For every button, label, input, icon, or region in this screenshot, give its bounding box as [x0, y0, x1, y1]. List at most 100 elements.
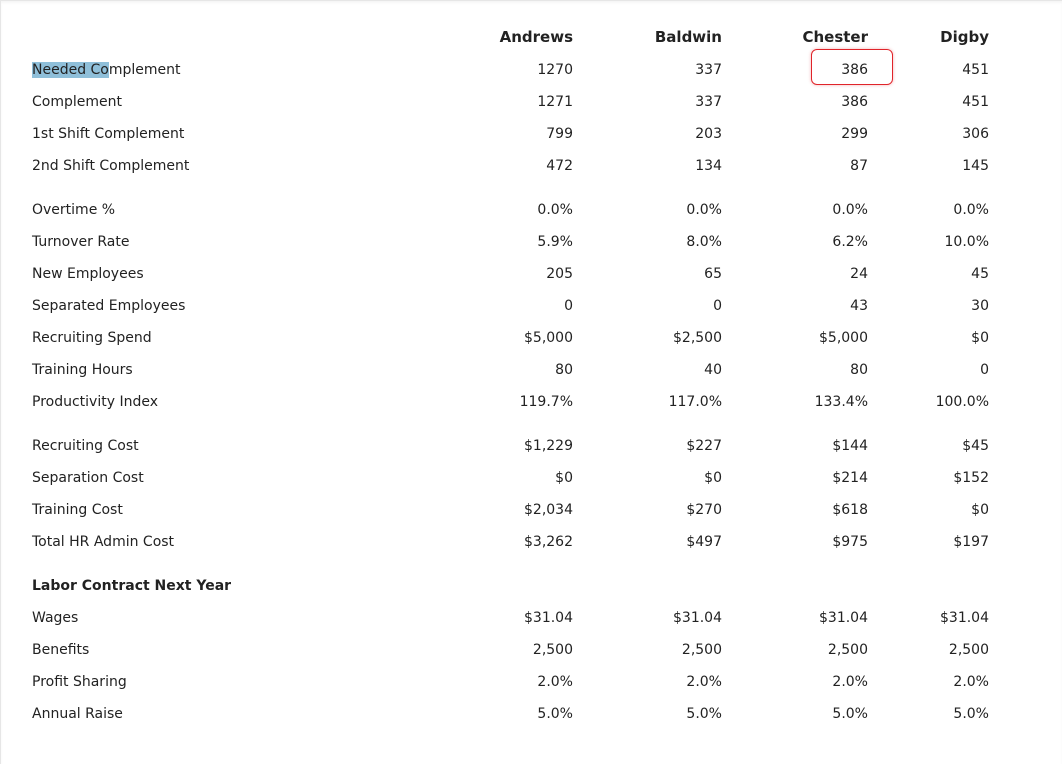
cell-chester: $144 — [832, 438, 868, 454]
cell-digby: $0 — [971, 330, 989, 346]
table-row-separation-cost: Separation Cost $0 $0 $214 $152 — [1, 462, 1062, 494]
table-row-complement: Complement 1271 337 386 451 — [1, 86, 1062, 118]
cell-baldwin: $497 — [686, 534, 722, 550]
column-header-row: Andrews Baldwin Chester Digby — [1, 21, 1062, 53]
cell-chester: $5,000 — [819, 330, 868, 346]
row-label: Recruiting Spend — [32, 330, 152, 346]
row-label: Total HR Admin Cost — [32, 534, 175, 550]
cell-baldwin: 134 — [695, 158, 722, 174]
table-row-benefits: Benefits 2,500 2,500 2,500 2,500 — [1, 634, 1062, 666]
section-title: Labor Contract Next Year — [32, 578, 232, 594]
selected-text: Needed Co — [32, 62, 109, 78]
row-label: Overtime % — [32, 202, 116, 218]
cell-baldwin: $31.04 — [673, 610, 722, 626]
cell-chester: 5.0% — [832, 706, 868, 722]
cell-baldwin: $2,500 — [673, 330, 722, 346]
row-label: 1st Shift Complement — [32, 126, 185, 142]
cell-chester: 299 — [841, 126, 868, 142]
row-label-rest: mplement — [108, 62, 181, 78]
cell-baldwin: 203 — [695, 126, 722, 142]
table-row-total-hr-admin-cost: Total HR Admin Cost $3,262 $497 $975 $19… — [1, 526, 1062, 558]
cell-chester: 6.2% — [832, 234, 868, 250]
cell-digby: $152 — [953, 470, 989, 486]
cell-chester: 24 — [850, 266, 868, 282]
cell-digby: 306 — [962, 126, 989, 142]
cell-andrews: 0 — [564, 298, 573, 314]
cell-baldwin: 0.0% — [686, 202, 722, 218]
cell-digby: 2,500 — [948, 642, 989, 658]
cell-digby: $197 — [953, 534, 989, 550]
highlight-box — [811, 49, 893, 85]
cell-baldwin: $227 — [686, 438, 722, 454]
row-label: Turnover Rate — [32, 234, 130, 250]
cell-chester: 87 — [850, 158, 868, 174]
column-header-baldwin: Baldwin — [654, 28, 722, 46]
column-header-andrews: Andrews — [499, 28, 573, 46]
cell-chester: 43 — [850, 298, 868, 314]
table-row-profit-sharing: Profit Sharing 2.0% 2.0% 2.0% 2.0% — [1, 666, 1062, 698]
cell-digby: 451 — [962, 94, 989, 110]
cell-chester: 133.4% — [814, 394, 868, 410]
row-label: Separated Employees — [32, 298, 186, 314]
cell-andrews: 1271 — [537, 94, 573, 110]
cell-andrews: 80 — [555, 362, 573, 378]
cell-digby: 0 — [980, 362, 989, 378]
cell-chester: $975 — [832, 534, 868, 550]
cell-andrews: $1,229 — [524, 438, 573, 454]
section-header-labor-contract: Labor Contract Next Year — [1, 570, 1062, 602]
cell-digby: 30 — [971, 298, 989, 314]
cell-andrews: 472 — [546, 158, 573, 174]
row-label: Training Cost — [32, 502, 123, 518]
table-row-separated-employees: Separated Employees 0 0 43 30 — [1, 290, 1062, 322]
cell-chester: 2,500 — [827, 642, 868, 658]
table-row-2nd-shift-complement: 2nd Shift Complement 472 134 87 145 — [1, 150, 1062, 182]
row-label-needed-complement: Needed Complement — [32, 54, 181, 86]
row-label: 2nd Shift Complement — [32, 158, 190, 174]
cell-digby: $45 — [962, 438, 989, 454]
cell-andrews: $2,034 — [524, 502, 573, 518]
cell-andrews: $0 — [555, 470, 573, 486]
column-header-chester: Chester — [802, 28, 868, 46]
cell-andrews: 1270 — [537, 62, 573, 78]
cell-andrews: 2,500 — [532, 642, 573, 658]
row-label: Profit Sharing — [32, 674, 127, 690]
cell-digby: 0.0% — [953, 202, 989, 218]
cell-digby: 100.0% — [935, 394, 989, 410]
cell-andrews: 119.7% — [519, 394, 573, 410]
cell-baldwin: $0 — [704, 470, 722, 486]
cell-andrews: 5.0% — [537, 706, 573, 722]
table-row-recruiting-cost: Recruiting Cost $1,229 $227 $144 $45 — [1, 430, 1062, 462]
table-row-training-cost: Training Cost $2,034 $270 $618 $0 — [1, 494, 1062, 526]
cell-chester: 0.0% — [832, 202, 868, 218]
cell-baldwin: 337 — [695, 62, 722, 78]
row-label: Annual Raise — [32, 706, 123, 722]
cell-andrews: $3,262 — [524, 534, 573, 550]
table-row-productivity-index: Productivity Index 119.7% 117.0% 133.4% … — [1, 386, 1062, 418]
cell-digby: $31.04 — [940, 610, 989, 626]
cell-andrews: $31.04 — [524, 610, 573, 626]
row-label: Complement — [32, 94, 122, 110]
table-row-wages: Wages $31.04 $31.04 $31.04 $31.04 — [1, 602, 1062, 634]
cell-baldwin: 8.0% — [686, 234, 722, 250]
cell-chester: $31.04 — [819, 610, 868, 626]
cell-digby: 5.0% — [953, 706, 989, 722]
table-row-recruiting-spend: Recruiting Spend $5,000 $2,500 $5,000 $0 — [1, 322, 1062, 354]
table-row-turnover-rate: Turnover Rate 5.9% 8.0% 6.2% 10.0% — [1, 226, 1062, 258]
table-row-new-employees: New Employees 205 65 24 45 — [1, 258, 1062, 290]
cell-chester: 2.0% — [832, 674, 868, 690]
row-label: Training Hours — [32, 362, 133, 378]
table-row-1st-shift-complement: 1st Shift Complement 799 203 299 306 — [1, 118, 1062, 150]
cell-chester: 80 — [850, 362, 868, 378]
cell-chester: 386 — [841, 94, 868, 110]
cell-digby: 2.0% — [953, 674, 989, 690]
cell-baldwin: 337 — [695, 94, 722, 110]
cell-baldwin: $270 — [686, 502, 722, 518]
cell-andrews: 205 — [546, 266, 573, 282]
cell-chester: 386 — [841, 62, 868, 78]
cell-baldwin: 65 — [704, 266, 722, 282]
cell-digby: 45 — [971, 266, 989, 282]
cell-digby: 10.0% — [944, 234, 989, 250]
cell-baldwin: 5.0% — [686, 706, 722, 722]
cell-digby: $0 — [971, 502, 989, 518]
